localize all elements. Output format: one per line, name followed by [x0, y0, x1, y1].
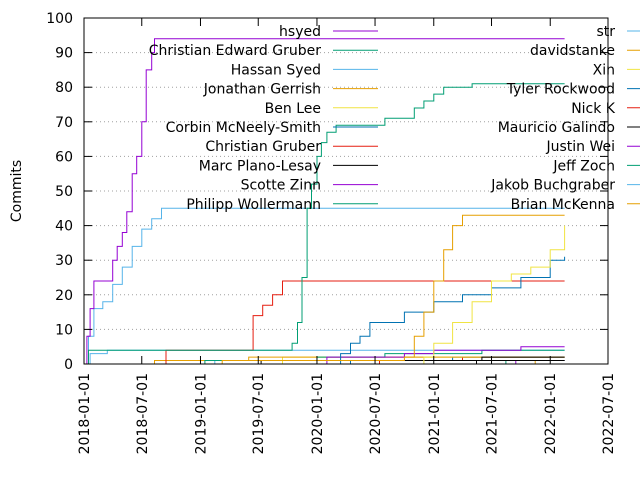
x-tick-label: 2020-07-01: [368, 373, 384, 454]
y-tick-label: 20: [55, 288, 73, 304]
x-tick-label: 2021-07-01: [485, 373, 501, 454]
x-tick-label: 2020-01-01: [310, 373, 326, 454]
legend-label-jonathan-gerrish: Jonathan Gerrish: [203, 82, 321, 98]
legend-label-marc-plano-lesay: Marc Plano-Lesay: [199, 158, 321, 174]
legend-label-ben-lee: Ben Lee: [265, 101, 321, 117]
legend: hsyed Christian Edward Gruber Hassan Syed J…: [149, 24, 640, 213]
legend-label-christian-gruber: Christian Gruber: [205, 139, 321, 155]
series-line-hassan-syed: [84, 207, 565, 365]
legend-label-nick-k: Nick K: [571, 101, 616, 117]
y-tick-label: 90: [55, 46, 73, 62]
legend-label-str: str: [596, 24, 615, 40]
series-line-christian-gruber: [84, 280, 565, 365]
x-tick-label: 2021-01-01: [427, 373, 443, 454]
y-tick-label: 30: [55, 253, 73, 269]
legend-label-christian-edward-gruber: Christian Edward Gruber: [149, 43, 321, 59]
y-tick-label: 80: [55, 80, 73, 96]
series-line-mauricio-galindo: [84, 360, 565, 365]
y-tick-label: 70: [55, 115, 73, 131]
legend-label-corbin-mcneely-smith: Corbin McNeely-Smith: [166, 120, 321, 136]
y-tick-label: 40: [55, 219, 73, 235]
series-line-ben-lee: [84, 225, 566, 365]
y-tick-label: 60: [55, 149, 73, 165]
grid-lines: [84, 52, 608, 330]
x-tick-label: 2019-01-01: [193, 373, 209, 454]
x-tick-label: 2018-07-01: [135, 373, 151, 454]
x-tick-label: 2022-01-01: [543, 373, 559, 454]
legend-label-mauricio-galindo: Mauricio Galindo: [498, 120, 615, 136]
series-line-corbin-mcneely-smith: [84, 256, 566, 365]
series-line-jeff-zoch: [84, 360, 565, 365]
x-tick-label: 2022-07-01: [601, 373, 617, 454]
y-tick-label: 50: [55, 184, 73, 200]
legend-label-philipp-wollermann: Philipp Wollermann: [186, 197, 321, 213]
legend-label-jeff-zoch: Jeff Zoch: [552, 158, 615, 174]
legend-label-hassan-syed: Hassan Syed: [231, 62, 321, 78]
legend-label-tyler-rockwood: Tyler Rockwood: [506, 82, 615, 98]
y-tick-label: 0: [64, 357, 73, 373]
y-tick-label: 100: [46, 11, 73, 27]
legend-label-hsyed: hsyed: [279, 24, 321, 40]
x-tick-label: 2018-01-01: [77, 373, 93, 454]
series-line-hsyed: [84, 38, 565, 365]
series-line-brian-mckenna: [84, 360, 565, 365]
legend-label-jakob-buchgraber: Jakob Buchgraber: [490, 178, 615, 194]
series-line-jonathan-gerrish: [84, 214, 565, 365]
legend-label-davidstanke: davidstanke: [530, 43, 615, 59]
x-tick-label: 2019-07-01: [251, 373, 267, 454]
y-axis-title: Commits: [9, 160, 25, 222]
series-line-justin-wei: [84, 360, 565, 365]
series-line-christian-edward-gruber: [84, 83, 565, 365]
legend-label-scotte-zinn: Scotte Zinn: [241, 178, 321, 194]
axis-ticks: 0 10 20 30 40 50 60 70 80 90 100 2018-01-01 2018-07-…: [46, 11, 617, 454]
series-line-scotte-zinn: [84, 346, 565, 365]
legend-label-brian-mckenna: Brian McKenna: [511, 197, 615, 213]
y-tick-label: 10: [55, 322, 73, 338]
legend-label-justin-wei: Justin Wei: [545, 139, 615, 155]
series-line-jakob-buchgraber: [84, 360, 565, 365]
legend-label-xin: Xin: [593, 62, 615, 78]
